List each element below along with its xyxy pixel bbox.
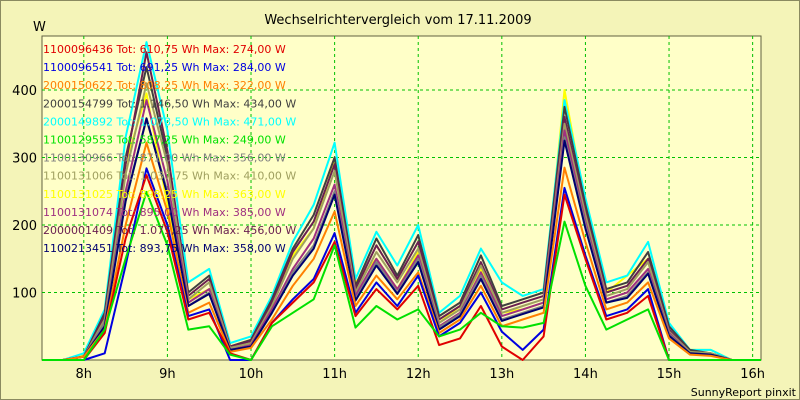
- legend-entry: 1100131025 Tot: 898,25 Wh Max: 363,00 W: [43, 188, 286, 201]
- legend-entry: 2000154799 Tot: 1.146,50 Wh Max: 434,00 …: [43, 97, 296, 110]
- series-line: [42, 141, 761, 361]
- legend-entry: 1100129553 Tot: 587,25 Wh Max: 249,00 W: [43, 134, 286, 147]
- axis-ticks: 8h 9h 10h 11h 12h 13h 14h 15h 16h 100 200 300 400: [12, 84, 765, 382]
- y-tick-label: 200: [12, 219, 37, 234]
- legend: 1100096436 Tot: 610,75 Wh Max: 274,00 W 1…: [43, 43, 296, 255]
- legend-entry: 1100130966 Tot: 871,00 Wh Max: 356,00 W: [43, 152, 286, 165]
- y-tick-label: 400: [12, 84, 37, 99]
- legend-entry: 1100096436 Tot: 610,75 Wh Max: 274,00 W: [43, 43, 286, 56]
- y-axis-label: W: [33, 20, 46, 35]
- series-line: [42, 41, 761, 361]
- x-tick-label: 15h: [657, 367, 682, 382]
- y-tick-label: 100: [12, 287, 37, 302]
- footer-credit: SunnyReport pinxit: [691, 386, 797, 399]
- legend-entry: 1100131006 Tot: 1.037,75 Wh Max: 410,00 …: [43, 170, 296, 183]
- x-tick-label: 8h: [76, 367, 93, 382]
- series-lines: [42, 41, 761, 361]
- legend-entry: 2000001409 Tot: 1.075,25 Wh Max: 456,00 …: [43, 224, 296, 237]
- legend-entry: 1100131074 Tot: 895,00 Wh Max: 385,00 W: [43, 206, 286, 219]
- legend-entry: 2000150622 Tot: 808,25 Wh Max: 322,00 W: [43, 79, 286, 92]
- x-tick-label: 11h: [322, 367, 347, 382]
- y-tick-label: 300: [12, 152, 37, 167]
- series-line: [42, 117, 761, 361]
- legend-entry: 2000149892 Tot: 1.073,50 Wh Max: 471,00 …: [43, 115, 296, 128]
- legend-entry: 1100096541 Tot: 691,25 Wh Max: 284,00 W: [43, 61, 286, 74]
- chart-title: Wechselrichtervergleich vom 17.11.2009: [264, 13, 531, 28]
- x-tick-label: 16h: [740, 367, 765, 382]
- x-tick-label: 14h: [573, 367, 598, 382]
- series-line: [42, 167, 761, 361]
- x-tick-label: 13h: [489, 367, 514, 382]
- legend-entry: 1100213451 Tot: 893,75 Wh Max: 358,00 W: [43, 242, 286, 255]
- series-line: [42, 82, 761, 361]
- series-line: [42, 66, 761, 361]
- series-line: [42, 190, 761, 361]
- x-tick-label: 10h: [239, 367, 264, 382]
- x-tick-label: 12h: [406, 367, 431, 382]
- x-tick-label: 9h: [159, 367, 176, 382]
- series-line: [42, 174, 761, 361]
